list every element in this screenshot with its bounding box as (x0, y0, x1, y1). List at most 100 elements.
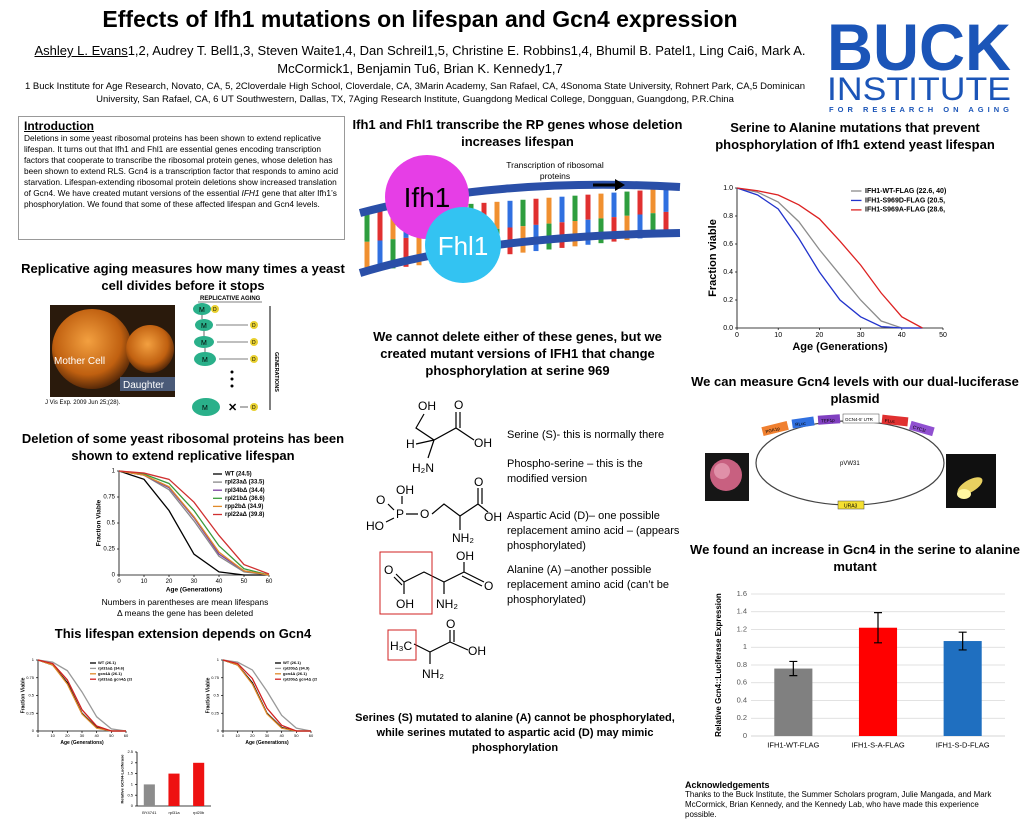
atom: NH₂ (422, 667, 444, 681)
error-bar (958, 631, 967, 651)
x-axis-label: Age (Generations) (792, 341, 888, 353)
x-tick-label: 20 (166, 579, 173, 585)
daughter (250, 338, 258, 346)
atom: OH (396, 597, 414, 611)
description: Alanine (A) –another possible replacemen… (507, 564, 670, 606)
text: Deletions in some yeast ribosomal protei… (24, 133, 339, 198)
x-mark: ✕ (228, 402, 237, 414)
y-axis-label: Relative Gcn4::Luciferase Expression (714, 593, 723, 737)
y-tick-label: 0.2 (723, 297, 733, 304)
atom: OH (456, 549, 474, 563)
series-line (118, 470, 270, 576)
schematic-side: GENERATIONS (273, 352, 279, 392)
authors: Ashley L. Evans1,2, Audrey T. Bell1,3, S… (20, 42, 820, 78)
x-tick-label: 40 (94, 733, 99, 738)
label-bg (120, 377, 175, 391)
y-tick-label: 1 (32, 657, 35, 662)
legend-label: WT (26.1) (283, 660, 301, 665)
bar (193, 762, 205, 806)
y-tick-label: 2 (131, 760, 134, 765)
series-line (736, 187, 923, 329)
legend-label: rpl34bΔ (34.4) (225, 488, 265, 494)
part-label: CYC1t (912, 425, 927, 434)
daughter-cell (126, 325, 174, 373)
bar-chart: 0 0.2 0.4 0.6 0.8 1 1.2 1.4 1.6 Relative Gcn4::Lu… (714, 589, 1005, 750)
series-line (118, 470, 269, 576)
bar (168, 773, 180, 806)
legend-label: rpl31aΔ (34.6) (98, 665, 125, 670)
y-axis-label: Fraction Viable (206, 677, 212, 713)
part-label: GCN4-5' UTR (845, 417, 874, 422)
d-label: D (252, 405, 256, 411)
legend-label: rpl31aΔ gcn4Δ (28.8) (98, 676, 132, 681)
ack-body: Thanks to the Buck Institute, the Summer… (685, 790, 992, 819)
x-tick-label: 40 (279, 733, 284, 738)
label: Ifh1 (404, 182, 451, 213)
mother (193, 303, 211, 315)
description: Aspartic Acid (D)– one possible replacem… (507, 510, 680, 552)
caption: Numbers in parentheses are mean lifespan… (60, 597, 310, 618)
pansy (714, 463, 730, 479)
atom: O (446, 617, 455, 631)
x-tick-label: 10 (235, 733, 240, 738)
x-tick-label: 20 (816, 332, 824, 339)
part (881, 414, 909, 427)
y-tick-label: 1.0 (723, 185, 733, 192)
daughter (211, 305, 219, 313)
description: Serine (S)- this is normally there (507, 429, 665, 441)
part-label: TEF1p (821, 418, 835, 424)
x-tick-label: 0 (117, 579, 121, 585)
y-tick-label: 0.25 (103, 547, 115, 553)
x-tick-label: rpl31a (168, 810, 180, 815)
bar (858, 627, 898, 736)
daughter (250, 355, 258, 363)
x-tick-label: 30 (265, 733, 270, 738)
daughter (250, 403, 258, 411)
y-tick-label: 0.8 (737, 660, 747, 669)
y-tick-label: 2.5 (127, 749, 133, 754)
description: Phospho-serine – this is the modified ve… (507, 458, 643, 485)
logo: BUCK INSTITUTE FOR RESEARCH ON AGING (827, 12, 1011, 114)
x-tick-label: 0 (37, 733, 40, 738)
m-label: M (199, 307, 205, 314)
citation: J Vis Exp. 2009 Jun 25;(28). (45, 400, 121, 406)
daughter (250, 321, 258, 329)
x-tick-label: 30 (191, 579, 198, 585)
transcription-label: Transcription of ribosomal proteins (506, 160, 604, 181)
part (842, 413, 880, 424)
logo-text: INSTITUTE (827, 71, 1011, 107)
series-line (222, 659, 312, 732)
affiliations: 1 Buck Institute for Age Research, Novat… (24, 81, 806, 105)
x-tick-label: 20 (250, 733, 255, 738)
y-tick-label: 1 (131, 781, 134, 786)
y-tick-label: 0.5 (127, 792, 133, 797)
part (817, 414, 841, 425)
chemistry: OH O OH H H₂N OH O P HO O O OH NH₂ O OH … (366, 398, 502, 681)
y-tick-label: 0.75 (211, 675, 220, 680)
y-tick-label: 0.5 (213, 693, 219, 698)
mother (192, 398, 220, 416)
intro-body: Deletions in some yeast ribosomal protei… (24, 133, 339, 210)
logo-text: FOR RESEARCH ON AGING (829, 105, 1009, 114)
atom: O (384, 563, 393, 577)
schematic-cells: M D M D M D M D M ✕ D (192, 303, 258, 416)
heading: We cannot delete either of these genes, … (373, 329, 662, 378)
label: Daughter (123, 380, 165, 391)
x-tick-label: 60 (266, 579, 273, 585)
legend-label: WT (26.1) (98, 660, 116, 665)
y-tick-label: 0 (32, 728, 35, 733)
marker-label: URA3 (844, 504, 858, 510)
atom: O (376, 493, 385, 507)
dot (230, 384, 234, 388)
y-tick-label: 0 (112, 573, 116, 579)
series-line (118, 470, 270, 576)
x-tick-label: 10 (141, 579, 148, 585)
heading: We found an increase in Gcn4 in the seri… (690, 542, 1020, 574)
series-line (37, 659, 127, 732)
atom: OH (484, 510, 502, 524)
bar (143, 784, 155, 806)
mother-cell (52, 309, 132, 389)
